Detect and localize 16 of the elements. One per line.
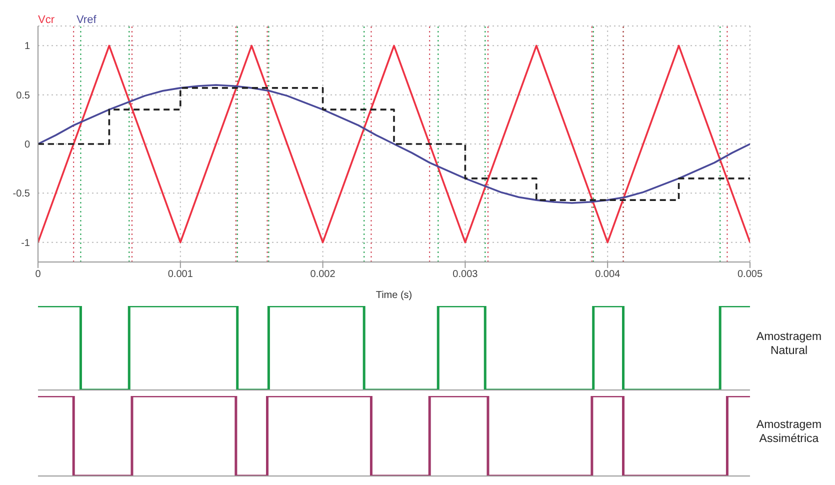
- x-tick-label: 0.003: [452, 269, 478, 280]
- y-axis-title: Amostragem Natural: [756, 331, 822, 357]
- x-tick-label: 0.001: [168, 269, 194, 280]
- y-tick-label: 1: [24, 41, 30, 52]
- x-tick-label: 0.002: [310, 269, 336, 280]
- x-tick-label: 0.005: [737, 269, 763, 280]
- x-tick-label: 0: [35, 269, 42, 280]
- y-tick-label: 0: [24, 140, 30, 151]
- x-tick-label: 0.004: [595, 269, 621, 280]
- y-tick-label: -1: [21, 238, 30, 249]
- text: Vcr: [38, 14, 54, 26]
- text: Vref: [76, 14, 96, 26]
- y-tick-label: -0.5: [12, 188, 30, 200]
- y-axis-title: Amostragem Assimétrica: [756, 419, 822, 445]
- x-axis-title: Time (s): [376, 290, 412, 301]
- y-tick-label: 0.5: [16, 90, 30, 102]
